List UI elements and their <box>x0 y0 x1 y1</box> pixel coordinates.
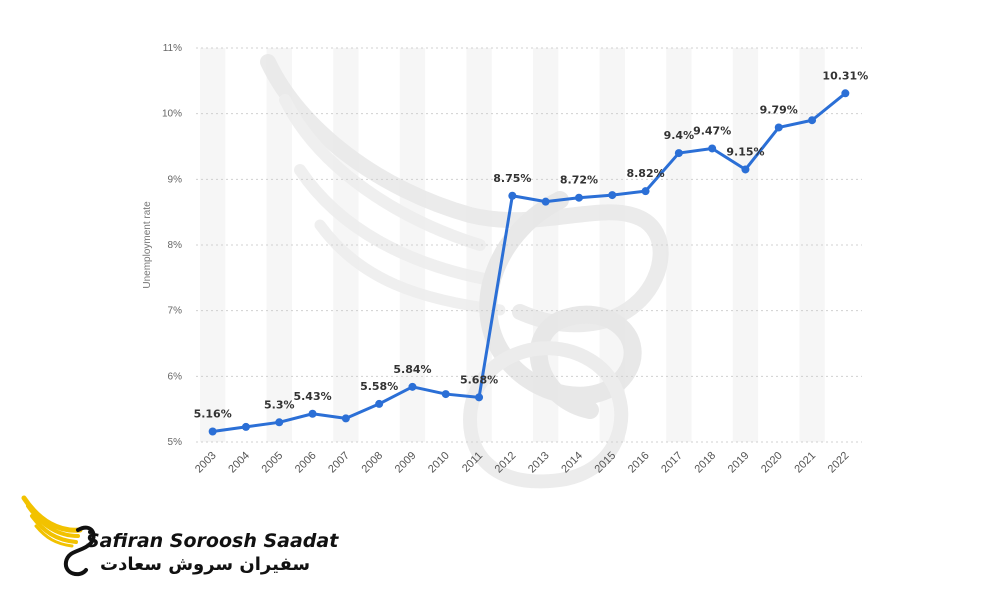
data-point[interactable] <box>741 165 750 174</box>
data-label: 10.31% <box>822 69 868 82</box>
logo-name: Safiran Soroosh Saadat <box>86 530 339 552</box>
data-point[interactable] <box>341 414 350 423</box>
data-point[interactable] <box>674 149 683 158</box>
series-line <box>212 92 847 433</box>
x-tick-label: 2019 <box>726 450 752 476</box>
y-tick-label: 11% <box>163 43 182 54</box>
data-label: 5.43% <box>293 390 331 403</box>
swan-logo-icon <box>21 495 96 577</box>
y-tick-label: 6% <box>168 371 183 382</box>
x-tick-label: 2007 <box>326 450 352 476</box>
x-axis-ticks: 2003 2004 2005 2006 2007 2008 2009 2010 2011 2012… <box>193 450 851 476</box>
x-tick-label: 2018 <box>692 450 718 476</box>
y-axis-title: Unemployment rate <box>142 201 153 289</box>
x-tick-label: 2016 <box>626 450 652 476</box>
data-point[interactable] <box>608 191 617 200</box>
data-label: 5.58% <box>360 380 398 393</box>
data-label: 9.79% <box>760 103 798 116</box>
y-tick-label: 10% <box>162 109 182 120</box>
data-point[interactable] <box>441 390 450 399</box>
x-tick-label: 2008 <box>359 450 385 476</box>
data-point[interactable] <box>508 191 517 200</box>
x-tick-label: 2004 <box>226 450 252 476</box>
y-tick-label: 8% <box>168 240 183 251</box>
x-tick-label: 2021 <box>792 450 818 476</box>
series-group <box>208 89 850 436</box>
x-tick-label: 2009 <box>393 450 419 476</box>
y-tick-label: 7% <box>168 306 183 317</box>
data-label: 8.75% <box>493 172 531 185</box>
data-point[interactable] <box>641 187 650 196</box>
data-point[interactable] <box>241 422 250 431</box>
data-point[interactable] <box>774 123 783 132</box>
x-tick-label: 2003 <box>193 450 219 476</box>
data-label: 8.82% <box>626 167 664 180</box>
y-tick-label: 9% <box>168 174 183 185</box>
data-label: 9.47% <box>693 124 731 137</box>
data-label: 5.3% <box>264 398 295 411</box>
x-tick-label: 2022 <box>826 450 852 476</box>
data-labels: 5.16% 5.3%5.43% 5.58% 5.84% 5.68% 8.75% 8.72% 8… <box>194 69 869 420</box>
data-label: 5.68% <box>460 373 498 386</box>
data-point[interactable] <box>808 116 817 125</box>
x-tick-label: 2020 <box>759 450 785 476</box>
x-tick-label: 2017 <box>659 450 685 476</box>
data-point[interactable] <box>308 409 317 418</box>
data-label: 5.16% <box>194 407 232 420</box>
logo-name-persian: سفیران سروش سعادت <box>100 554 311 575</box>
data-label: 9.4% <box>664 129 695 142</box>
x-tick-label: 2010 <box>426 450 452 476</box>
data-label: 5.84% <box>393 363 431 376</box>
data-point[interactable] <box>275 418 284 427</box>
data-point[interactable] <box>408 382 417 391</box>
data-point[interactable] <box>841 89 850 98</box>
y-axis-ticks: 5% 6% 7% 8% 9% 10% 11% <box>162 43 182 448</box>
data-label: 8.72% <box>560 174 598 187</box>
swan-watermark <box>260 54 669 489</box>
y-tick-label: 5% <box>168 437 183 448</box>
data-point[interactable] <box>475 393 484 402</box>
x-tick-label: 2013 <box>526 450 552 476</box>
company-logo: Safiran Soroosh Saadat سفیران سروش سعادت <box>20 492 338 582</box>
data-point[interactable] <box>574 193 583 202</box>
data-point[interactable] <box>375 399 384 408</box>
x-tick-label: 2006 <box>293 450 319 476</box>
data-point[interactable] <box>208 427 217 436</box>
x-tick-label: 2005 <box>260 450 286 476</box>
data-point[interactable] <box>708 144 717 153</box>
data-point[interactable] <box>541 197 550 206</box>
gridlines <box>196 47 862 443</box>
data-label: 9.15% <box>726 145 764 158</box>
